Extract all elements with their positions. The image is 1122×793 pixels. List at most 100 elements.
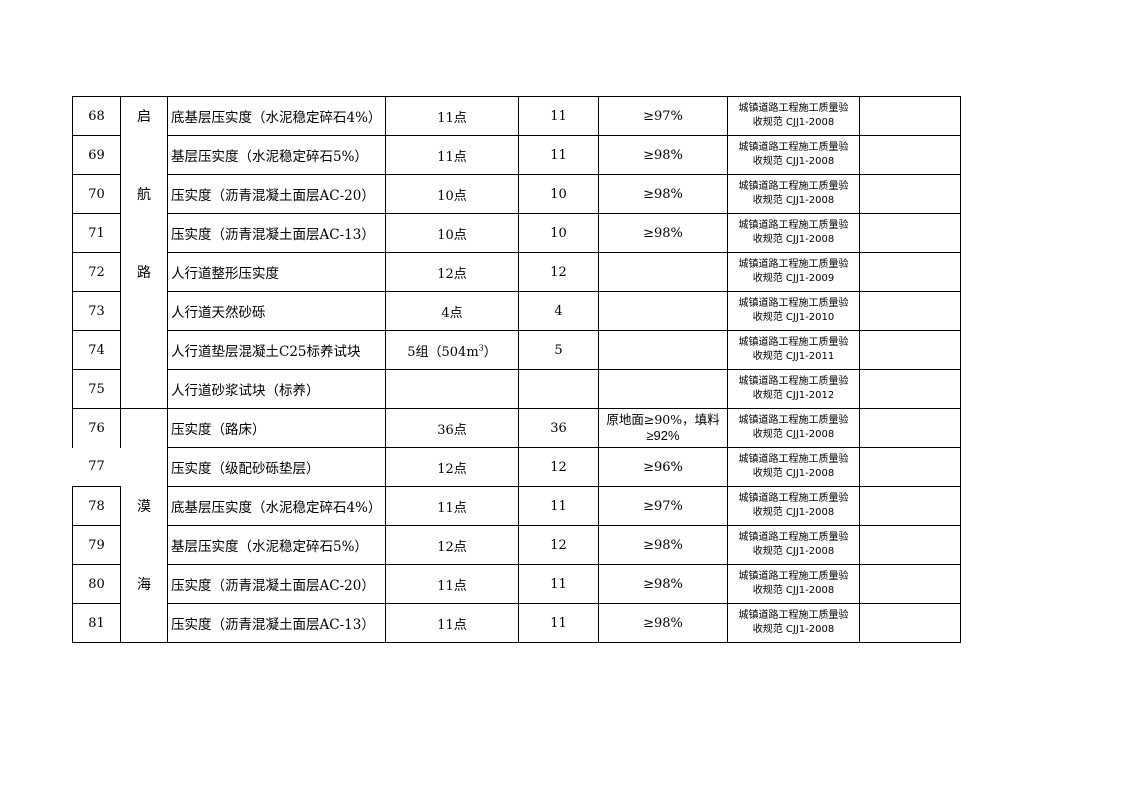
requirement-text: 原地面≥90%，填料	[606, 412, 720, 427]
requirement-text: ≥96%	[643, 459, 683, 475]
requirement-text: ≥97%	[643, 108, 683, 124]
table-row: 76 压实度（路床） 36点 36 原地面≥90%，填料 ≥92% 城镇道路工程施工质量验收…	[72, 408, 961, 448]
requirement: ≥98%	[598, 525, 728, 565]
count: 5	[518, 330, 599, 370]
quantity: 4点	[385, 291, 519, 331]
quantity-text: 5组（504m	[407, 344, 479, 360]
group-name	[120, 447, 168, 487]
standard-line: 收规范 CJJ1-2008	[752, 195, 835, 206]
row-number: 71	[72, 213, 121, 253]
quantity-text: 10点	[437, 188, 467, 204]
group-name	[120, 525, 168, 565]
quantity: 12点	[385, 252, 519, 292]
standard: 城镇道路工程施工质量验 收规范 CJJ1-2008	[727, 135, 860, 175]
standard: 城镇道路工程施工质量验 收规范 CJJ1-2008	[727, 486, 860, 526]
test-item: 底基层压实度（水泥稳定碎石4%）	[167, 486, 386, 526]
table-row: 68 启底基层压实度（水泥稳定碎石4%） 11点 11 ≥97% 城镇道路工程施工质量验收…	[72, 96, 961, 136]
standard-line: 城镇道路工程施工质量验	[738, 337, 849, 348]
standard-line: 城镇道路工程施工质量验	[738, 259, 849, 270]
standard: 城镇道路工程施工质量验 收规范 CJJ1-2008	[727, 603, 860, 643]
test-item: 人行道整形压实度	[167, 252, 386, 292]
standard-line: 收规范 CJJ1-2011	[752, 351, 835, 362]
row-number: 72	[72, 252, 121, 292]
quantity: 36点	[385, 408, 519, 448]
standard: 城镇道路工程施工质量验 收规范 CJJ1-2008	[727, 564, 860, 604]
quantity-text: 12点	[437, 266, 467, 282]
table-row: 81 压实度（沥青混凝土面层AC-13） 11点 11 ≥98% 城镇道路工程施工质量验收…	[72, 603, 961, 643]
test-item: 人行道砂浆试块（标养）	[167, 369, 386, 409]
count: 11	[518, 96, 599, 136]
requirement-text: ≥97%	[643, 498, 683, 514]
row-number: 68	[72, 96, 121, 136]
standard-line: 收规范 CJJ1-2008	[752, 234, 835, 245]
standard: 城镇道路工程施工质量验 收规范 CJJ1-2008	[727, 525, 860, 565]
standard-line: 城镇道路工程施工质量验	[738, 532, 849, 543]
standard-line: 城镇道路工程施工质量验	[738, 571, 849, 582]
quantity-text: 11点	[437, 149, 467, 165]
quantity: 11点	[385, 486, 519, 526]
requirement-text: ≥98%	[643, 615, 683, 631]
test-item: 压实度（级配砂砾垫层）	[167, 447, 386, 487]
requirement: ≥98%	[598, 174, 728, 214]
remark	[859, 525, 961, 565]
requirement-text: ≥98%	[643, 225, 683, 241]
count: 12	[518, 252, 599, 292]
standard-line: 收规范 CJJ1-2008	[752, 117, 835, 128]
table-row: 74 人行道垫层混凝土C25标养试块 5组（504m3） 5 城镇道路工程施工质量验 收规…	[72, 330, 961, 370]
row-number: 77	[72, 447, 121, 487]
count: 36	[518, 408, 599, 448]
quantity-text: 10点	[437, 227, 467, 243]
row-number: 81	[72, 603, 121, 643]
row-number: 76	[72, 408, 121, 448]
test-item: 压实度（沥青混凝土面层AC-13）	[167, 603, 386, 643]
standard-line: 收规范 CJJ1-2008	[752, 624, 835, 635]
count: 11	[518, 603, 599, 643]
test-item: 压实度（沥青混凝土面层AC-13）	[167, 213, 386, 253]
remark	[859, 330, 961, 370]
group-name	[120, 213, 168, 253]
quantity: 10点	[385, 213, 519, 253]
requirement-text: ≥98%	[643, 147, 683, 163]
standard-line: 收规范 CJJ1-2008	[752, 156, 835, 167]
row-number: 80	[72, 564, 121, 604]
quantity-end: ）	[483, 344, 497, 360]
requirement	[598, 291, 728, 331]
quantity-text: 11点	[437, 500, 467, 516]
remark	[859, 564, 961, 604]
standard-line: 城镇道路工程施工质量验	[738, 142, 849, 153]
row-number: 74	[72, 330, 121, 370]
quantity: 11点	[385, 135, 519, 175]
table-row: 75 人行道砂浆试块（标养） 城镇道路工程施工质量验 收规范 CJJ1-2012	[72, 369, 961, 409]
standard-line: 收规范 CJJ1-2008	[752, 546, 835, 557]
group-name	[120, 408, 168, 448]
quantity: 12点	[385, 525, 519, 565]
group-name	[120, 135, 168, 175]
requirement-text: ≥98%	[643, 186, 683, 202]
standard: 城镇道路工程施工质量验 收规范 CJJ1-2012	[727, 369, 860, 409]
quantity-text: 12点	[437, 461, 467, 477]
table-row: 73 人行道天然砂砾 4点 4 城镇道路工程施工质量验 收规范 CJJ1-2010	[72, 291, 961, 331]
group-name: 漠	[120, 486, 168, 526]
remark	[859, 252, 961, 292]
group-name	[120, 291, 168, 331]
quantity: 11点	[385, 564, 519, 604]
standard-line: 收规范 CJJ1-2008	[752, 585, 835, 596]
group-name: 启	[120, 96, 168, 136]
standard-line: 城镇道路工程施工质量验	[738, 454, 849, 465]
quantity-text: 11点	[437, 617, 467, 633]
standard-line: 收规范 CJJ1-2010	[752, 312, 835, 323]
standard: 城镇道路工程施工质量验 收规范 CJJ1-2008	[727, 408, 860, 448]
remark	[859, 408, 961, 448]
count: 10	[518, 174, 599, 214]
test-item: 基层压实度（水泥稳定碎石5%）	[167, 525, 386, 565]
standard-line: 城镇道路工程施工质量验	[738, 376, 849, 387]
standard-line: 城镇道路工程施工质量验	[738, 220, 849, 231]
remark	[859, 291, 961, 331]
standard: 城镇道路工程施工质量验 收规范 CJJ1-2010	[727, 291, 860, 331]
quantity: 10点	[385, 174, 519, 214]
test-item: 人行道天然砂砾	[167, 291, 386, 331]
requirement-text: ≥98%	[643, 537, 683, 553]
row-number: 69	[72, 135, 121, 175]
standard-line: 收规范 CJJ1-2012	[752, 390, 835, 401]
table-row: 72 路人行道整形压实度 12点 12 城镇道路工程施工质量验 收规范 CJJ1-2009	[72, 252, 961, 292]
